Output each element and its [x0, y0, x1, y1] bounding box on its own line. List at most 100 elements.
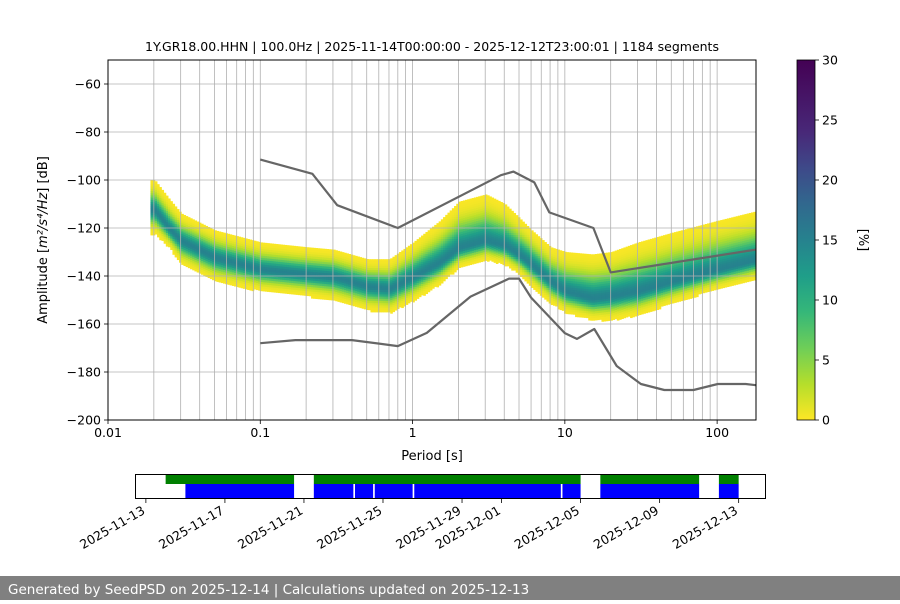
pdf-cell — [311, 269, 314, 273]
pdf-cell — [542, 248, 545, 252]
pdf-cell — [161, 222, 165, 226]
pdf-cell — [339, 258, 343, 261]
pdf-cell — [524, 263, 528, 267]
pdf-cell — [425, 258, 429, 262]
pdf-cell — [467, 238, 470, 242]
pdf-cell — [157, 225, 160, 229]
pdf-cell — [405, 271, 409, 275]
pdf-cell — [280, 290, 283, 294]
pdf-cell — [291, 267, 294, 271]
pdf-cell — [557, 304, 561, 308]
pdf-cell — [352, 301, 356, 305]
pdf-cell — [478, 200, 481, 204]
pdf-cell — [542, 264, 545, 267]
pdf-cell — [300, 268, 303, 272]
pdf-cell — [502, 262, 506, 266]
pdf-cell — [240, 259, 244, 262]
pdf-cell — [352, 259, 356, 263]
pdf-cell — [203, 238, 206, 241]
pdf-cell — [528, 256, 532, 260]
pdf-cell — [168, 205, 171, 208]
pdf-cell — [522, 250, 525, 253]
pdf-cell — [231, 256, 235, 260]
pdf-cell — [330, 253, 334, 257]
pdf-cell — [249, 270, 253, 273]
pdf-cell — [495, 241, 499, 245]
pdf-cell — [553, 300, 556, 304]
pdf-cell — [473, 217, 477, 220]
pdf-cell — [247, 260, 250, 264]
pdf-cell — [293, 252, 297, 256]
pdf-cell — [161, 220, 165, 224]
pdf-cell — [348, 291, 352, 295]
pdf-cell — [220, 240, 224, 244]
pdf-cell — [355, 295, 358, 299]
pdf-cell — [546, 281, 550, 284]
pdf-cell — [346, 253, 349, 256]
pdf-cell — [513, 217, 517, 220]
pdf-cell — [165, 222, 169, 225]
pdf-cell — [330, 295, 334, 299]
pdf-cell — [557, 297, 561, 301]
pdf-cell — [212, 238, 215, 241]
pdf-cell — [170, 227, 173, 231]
pdf-cell — [443, 241, 446, 244]
pdf-cell — [242, 281, 246, 285]
pdf-cell — [220, 278, 224, 281]
pdf-cell — [260, 251, 264, 254]
pdf-cell — [412, 286, 415, 290]
pdf-cell — [403, 292, 407, 296]
pdf-cell — [366, 276, 369, 280]
pdf-cell — [385, 298, 389, 302]
pdf-cell — [462, 248, 466, 252]
pdf-cell — [223, 241, 226, 245]
pdf-cell — [553, 285, 556, 289]
pdf-cell — [458, 258, 462, 262]
pdf-cell — [192, 263, 195, 266]
pdf-cell — [445, 243, 448, 247]
pdf-cell — [308, 276, 312, 279]
pdf-cell — [190, 220, 193, 224]
pdf-cell — [297, 270, 301, 274]
pdf-cell — [460, 260, 464, 263]
pdf-cell — [260, 288, 264, 292]
pdf-cell — [278, 277, 281, 280]
pdf-cell — [544, 242, 547, 245]
pdf-cell — [355, 280, 358, 283]
pdf-cell — [157, 232, 160, 236]
pdf-cell — [449, 241, 453, 244]
pdf-cell — [372, 272, 376, 275]
pdf-cell — [150, 215, 154, 218]
pdf-cell — [506, 257, 510, 260]
pdf-cell — [544, 279, 547, 283]
pdf-cell — [473, 243, 477, 247]
pdf-cell — [203, 246, 206, 250]
pdf-cell — [423, 262, 426, 265]
pdf-cell — [346, 290, 349, 294]
pdf-cell — [337, 279, 341, 283]
pdf-cell — [227, 258, 231, 261]
pdf-cell — [487, 217, 490, 220]
pdf-cell — [520, 228, 523, 231]
pdf-cell — [366, 278, 369, 282]
pdf-cell — [557, 273, 561, 277]
pdf-cell — [333, 278, 336, 281]
pdf-cell — [465, 263, 468, 267]
pdf-cell — [515, 230, 519, 234]
pdf-cell — [440, 247, 444, 251]
pdf-cell — [465, 221, 468, 225]
pdf-cell — [194, 233, 198, 237]
pdf-cell — [451, 252, 455, 255]
pdf-cell — [561, 299, 565, 303]
pdf-cell — [535, 249, 539, 253]
pdf-cell — [368, 307, 371, 311]
pdf-cell — [366, 265, 369, 269]
pdf-cell — [361, 288, 365, 292]
pdf-cell — [317, 270, 321, 273]
pdf-cell — [502, 227, 506, 230]
pdf-cell — [480, 237, 484, 241]
pdf-cell — [460, 227, 464, 230]
pdf-cell — [363, 293, 367, 297]
pdf-cell — [559, 252, 563, 256]
pdf-cell — [238, 285, 242, 288]
